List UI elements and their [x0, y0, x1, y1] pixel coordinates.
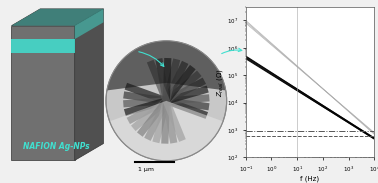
Polygon shape: [124, 86, 209, 116]
Polygon shape: [11, 39, 75, 53]
Polygon shape: [131, 71, 201, 131]
Polygon shape: [161, 58, 171, 144]
Polygon shape: [123, 91, 209, 110]
Polygon shape: [11, 9, 104, 26]
X-axis label: f (Hz): f (Hz): [301, 176, 319, 182]
Polygon shape: [110, 101, 223, 161]
Polygon shape: [75, 9, 104, 39]
Polygon shape: [107, 41, 226, 90]
Y-axis label: $Z_{real}$ (Ω): $Z_{real}$ (Ω): [215, 68, 225, 97]
Polygon shape: [152, 58, 180, 143]
Polygon shape: [147, 60, 186, 142]
Text: 1 μm: 1 μm: [138, 167, 154, 172]
Polygon shape: [123, 94, 209, 107]
Polygon shape: [11, 9, 104, 26]
Polygon shape: [137, 65, 196, 137]
Polygon shape: [75, 9, 104, 160]
Circle shape: [106, 41, 227, 161]
Polygon shape: [155, 58, 177, 144]
Polygon shape: [11, 26, 75, 160]
Polygon shape: [144, 61, 189, 141]
Text: NAFION Ag-NPs: NAFION Ag-NPs: [23, 142, 90, 151]
Polygon shape: [127, 78, 206, 124]
FancyArrowPatch shape: [222, 48, 242, 54]
Polygon shape: [125, 83, 208, 119]
FancyArrowPatch shape: [139, 52, 164, 66]
